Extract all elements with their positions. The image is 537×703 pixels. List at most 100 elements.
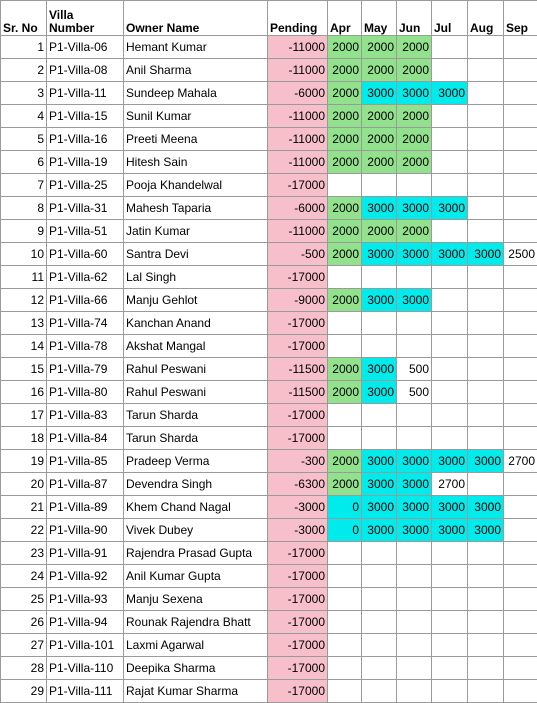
cell-aug[interactable] (467, 334, 504, 358)
cell-jun[interactable]: 3000 (396, 242, 432, 266)
cell-sep[interactable] (503, 58, 537, 82)
cell-pending[interactable]: -17000 (267, 311, 328, 335)
cell-aug[interactable] (467, 311, 504, 335)
cell-villa-number[interactable]: P1-Villa-60 (46, 242, 124, 266)
cell-villa-number[interactable]: P1-Villa-78 (46, 334, 124, 358)
cell-owner-name[interactable]: Khem Chand Nagal (123, 495, 268, 519)
cell-pending[interactable]: -17000 (267, 564, 328, 588)
cell-jun[interactable] (396, 265, 432, 289)
cell-aug[interactable] (467, 472, 504, 496)
cell-sr-no[interactable]: 2 (0, 58, 47, 82)
cell-sr-no[interactable]: 29 (0, 679, 47, 703)
cell-villa-number[interactable]: P1-Villa-51 (46, 219, 124, 243)
cell-aug[interactable]: 3000 (467, 449, 504, 473)
cell-pending[interactable]: -300 (267, 449, 328, 473)
cell-owner-name[interactable]: Rajat Kumar Sharma (123, 679, 268, 703)
cell-sep[interactable] (503, 495, 537, 519)
cell-apr[interactable]: 2000 (327, 127, 362, 151)
cell-may[interactable] (361, 656, 397, 680)
cell-may[interactable]: 2000 (361, 58, 397, 82)
cell-apr[interactable]: 2000 (327, 58, 362, 82)
cell-aug[interactable] (467, 656, 504, 680)
cell-jul[interactable] (431, 380, 468, 404)
cell-owner-name[interactable]: Rounak Rajendra Bhatt (123, 610, 268, 634)
cell-may[interactable]: 2000 (361, 104, 397, 128)
cell-may[interactable]: 3000 (361, 357, 397, 381)
cell-jul[interactable] (431, 587, 468, 611)
cell-villa-number[interactable]: P1-Villa-111 (46, 679, 124, 703)
cell-villa-number[interactable]: P1-Villa-83 (46, 403, 124, 427)
cell-pending[interactable]: -17000 (267, 610, 328, 634)
cell-sep[interactable] (503, 311, 537, 335)
cell-aug[interactable] (467, 610, 504, 634)
cell-jun[interactable]: 3000 (396, 495, 432, 519)
cell-pending[interactable]: -6000 (267, 196, 328, 220)
cell-villa-number[interactable]: P1-Villa-90 (46, 518, 124, 542)
cell-sep[interactable] (503, 265, 537, 289)
cell-pending[interactable]: -11000 (267, 58, 328, 82)
cell-jul[interactable] (431, 265, 468, 289)
cell-sr-no[interactable]: 21 (0, 495, 47, 519)
cell-aug[interactable] (467, 35, 504, 59)
cell-may[interactable] (361, 610, 397, 634)
cell-villa-number[interactable]: P1-Villa-25 (46, 173, 124, 197)
cell-pending[interactable]: -17000 (267, 587, 328, 611)
cell-sep[interactable] (503, 288, 537, 312)
header-jun[interactable]: Jun (396, 0, 432, 36)
cell-apr[interactable]: 2000 (327, 380, 362, 404)
cell-jul[interactable] (431, 426, 468, 450)
cell-aug[interactable] (467, 173, 504, 197)
cell-sr-no[interactable]: 28 (0, 656, 47, 680)
cell-owner-name[interactable]: Manju Gehlot (123, 288, 268, 312)
cell-sr-no[interactable]: 25 (0, 587, 47, 611)
cell-sep[interactable] (503, 81, 537, 105)
cell-jul[interactable] (431, 564, 468, 588)
cell-sr-no[interactable]: 8 (0, 196, 47, 220)
cell-jul[interactable]: 3000 (431, 495, 468, 519)
cell-owner-name[interactable]: Deepika Sharma (123, 656, 268, 680)
cell-apr[interactable]: 2000 (327, 449, 362, 473)
cell-pending[interactable]: -11000 (267, 219, 328, 243)
cell-may[interactable]: 3000 (361, 495, 397, 519)
cell-owner-name[interactable]: Anil Kumar Gupta (123, 564, 268, 588)
cell-may[interactable] (361, 633, 397, 657)
cell-sr-no[interactable]: 17 (0, 403, 47, 427)
header-apr[interactable]: Apr (327, 0, 362, 36)
cell-may[interactable] (361, 564, 397, 588)
cell-jun[interactable]: 2000 (396, 104, 432, 128)
cell-apr[interactable] (327, 173, 362, 197)
cell-pending[interactable]: -17000 (267, 173, 328, 197)
cell-jun[interactable] (396, 334, 432, 358)
header-villa-number[interactable]: Villa Number (46, 0, 124, 36)
cell-jul[interactable] (431, 104, 468, 128)
cell-owner-name[interactable]: Hemant Kumar (123, 35, 268, 59)
cell-jun[interactable] (396, 426, 432, 450)
cell-villa-number[interactable]: P1-Villa-66 (46, 288, 124, 312)
cell-owner-name[interactable]: Vivek Dubey (123, 518, 268, 542)
cell-sep[interactable] (503, 472, 537, 496)
cell-jul[interactable] (431, 633, 468, 657)
cell-sep[interactable] (503, 403, 537, 427)
cell-aug[interactable] (467, 81, 504, 105)
cell-jun[interactable] (396, 679, 432, 703)
cell-jul[interactable] (431, 219, 468, 243)
cell-jul[interactable] (431, 656, 468, 680)
cell-sr-no[interactable]: 26 (0, 610, 47, 634)
cell-aug[interactable] (467, 679, 504, 703)
cell-villa-number[interactable]: P1-Villa-62 (46, 265, 124, 289)
cell-jun[interactable]: 2000 (396, 58, 432, 82)
cell-jul[interactable]: 2700 (431, 472, 468, 496)
cell-sr-no[interactable]: 18 (0, 426, 47, 450)
cell-pending[interactable]: -17000 (267, 334, 328, 358)
cell-sep[interactable] (503, 196, 537, 220)
cell-may[interactable] (361, 334, 397, 358)
cell-jul[interactable] (431, 541, 468, 565)
cell-sep[interactable] (503, 679, 537, 703)
cell-jun[interactable]: 500 (396, 357, 432, 381)
cell-apr[interactable]: 2000 (327, 196, 362, 220)
cell-sr-no[interactable]: 12 (0, 288, 47, 312)
cell-apr[interactable]: 2000 (327, 150, 362, 174)
cell-may[interactable]: 3000 (361, 518, 397, 542)
cell-may[interactable] (361, 426, 397, 450)
cell-jun[interactable] (396, 587, 432, 611)
